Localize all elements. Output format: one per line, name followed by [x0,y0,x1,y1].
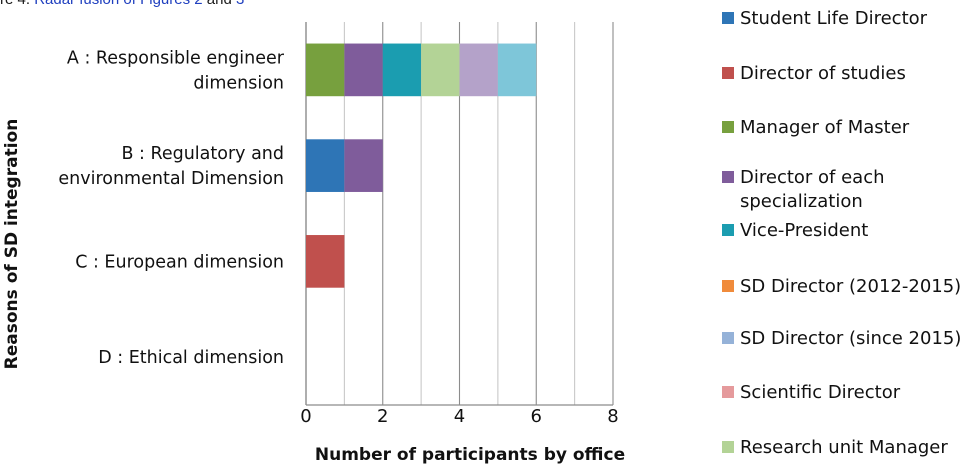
category-labels: A : Responsible engineer dimension B : Reg… [58,48,284,368]
bar-segment [382,43,422,97]
legend: Student Life Director Director of studies… [722,8,961,458]
caption-and: and [207,0,232,8]
category-label: D : Ethical dimension [98,348,284,368]
legend-label: Vice-President [740,220,868,241]
bar-segment [306,43,345,97]
legend-item-director-of-each-specialization: Director of each specialization [722,167,885,212]
legend-label: Research unit Manager [740,437,948,458]
legend-item-director-of-studies: Director of studies [722,63,906,84]
bar-segment [344,43,383,97]
bar-segment [421,43,460,97]
x-tick-label: 6 [531,406,542,427]
x-tick-label: 4 [454,406,465,427]
y-axis-title: Reasons of SD integration [2,119,22,370]
legend-label: Director of studies [740,63,906,84]
legend-label: Student Life Director [740,8,928,29]
legend-label: SD Director (since 2015) [740,328,961,349]
legend-swatch [722,12,734,24]
legend-item-vice-president: Vice-President [722,220,868,241]
legend-swatch [722,67,734,79]
bar-segment [306,139,345,192]
legend-swatch [722,224,734,236]
caption-prefix: re 4. [0,0,30,8]
category-label: C : European dimension [75,252,284,272]
x-tick-label: 2 [377,406,388,427]
legend-item-sd-director-2012-2015: SD Director (2012-2015) [722,276,961,297]
x-tick-label: 8 [607,406,618,427]
bars [306,43,537,288]
legend-swatch [722,441,734,453]
caption-link-radar[interactable]: Radar fusion of [34,0,136,8]
legend-label: Manager of Master [740,117,910,138]
legend-swatch [722,280,734,292]
bar-segment [497,43,537,97]
caption-link-figures[interactable]: Figures 2 [140,0,203,8]
legend-label: Scientific Director [740,382,901,403]
caption-link-figure-3[interactable]: 3 [236,0,244,8]
legend-item-manager-of-master: Manager of Master [722,117,910,138]
legend-item-student-life-director: Student Life Director [722,8,928,29]
legend-swatch [722,121,734,133]
legend-item-scientific-director: Scientific Director [722,382,901,403]
bar-segment [459,43,498,97]
legend-label: Director of each specialization [740,167,885,212]
x-axis-title: Number of participants by office [315,445,625,465]
legend-swatch [722,171,734,183]
category-label: A : Responsible engineer dimension [67,48,285,93]
legend-swatch [722,332,734,344]
x-tick-label: 0 [300,406,311,427]
gridlines [305,22,614,406]
x-tick-labels: 0 2 4 6 8 [300,406,618,427]
bar-segment [344,139,383,192]
legend-swatch [722,386,734,398]
figure-caption: re 4. Radar fusion of Figures 2 and 3 [0,0,244,8]
legend-item-research-unit-manager: Research unit Manager [722,437,948,458]
bar-segment [306,235,345,288]
legend-item-sd-director-since-2015: SD Director (since 2015) [722,328,961,349]
category-label: B : Regulatory and environmental Dimensio… [58,144,284,189]
legend-label: SD Director (2012-2015) [740,276,961,297]
